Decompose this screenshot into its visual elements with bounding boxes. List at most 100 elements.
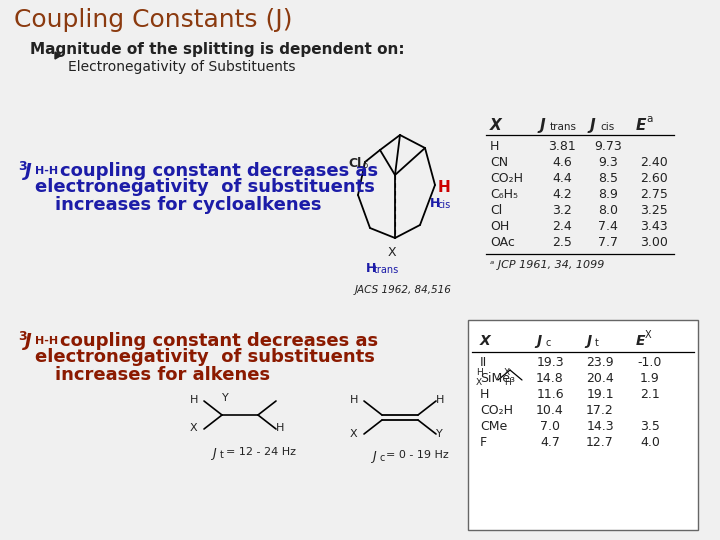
Text: 2.75: 2.75 [640,188,668,201]
Text: 2.1: 2.1 [640,388,660,401]
Text: 19.1: 19.1 [586,388,614,401]
Text: H: H [430,197,441,210]
Text: E: E [636,118,647,133]
Text: 14.8: 14.8 [536,372,564,385]
Text: 8.9: 8.9 [598,188,618,201]
Text: CN: CN [490,156,508,169]
Text: 3.00: 3.00 [640,236,668,249]
Text: H: H [480,388,490,401]
Text: 20.4: 20.4 [586,372,614,385]
Text: 2.4: 2.4 [552,220,572,233]
Text: trans: trans [374,265,400,275]
Text: 6: 6 [362,161,367,170]
Text: 9.73: 9.73 [594,140,622,153]
Text: 2.40: 2.40 [640,156,668,169]
Text: coupling constant decreases as: coupling constant decreases as [60,332,378,350]
Text: c: c [380,453,385,463]
Text: X: X [190,423,197,433]
Text: 12.7: 12.7 [586,436,614,449]
Text: J: J [212,447,216,460]
Text: 3.43: 3.43 [640,220,668,233]
Text: H-H: H-H [35,336,58,346]
Text: 14.3: 14.3 [586,420,614,433]
Text: 23.9: 23.9 [586,356,614,369]
Text: H: H [504,378,510,387]
Text: Y: Y [222,393,229,403]
Text: X: X [490,118,502,133]
Text: H: H [476,368,482,377]
Text: 4.2: 4.2 [552,188,572,201]
Text: increases for cycloalkenes: increases for cycloalkenes [55,196,322,214]
Text: J: J [586,334,591,348]
Text: 4.4: 4.4 [552,172,572,185]
Text: J: J [590,118,595,133]
Text: 7.0: 7.0 [540,420,560,433]
Text: CO₂H: CO₂H [480,404,513,417]
Text: electronegativity  of substituents: electronegativity of substituents [35,348,375,366]
Text: J: J [540,118,546,133]
Text: t: t [595,338,599,348]
Text: trans: trans [550,122,577,132]
Text: = 0 - 19 Hz: = 0 - 19 Hz [386,450,449,460]
Text: C₆H₅: C₆H₅ [490,188,518,201]
Text: 4.6: 4.6 [552,156,572,169]
Text: 3: 3 [18,160,27,173]
Text: a: a [646,114,652,124]
Text: SiMe₃: SiMe₃ [480,372,515,385]
Text: JACS 1962, 84,516: JACS 1962, 84,516 [355,285,452,295]
Text: H: H [366,262,377,275]
Text: H: H [490,140,500,153]
Text: -1.0: -1.0 [638,356,662,369]
Text: 7.7: 7.7 [598,236,618,249]
Text: H-H: H-H [35,166,58,176]
Text: CO₂H: CO₂H [490,172,523,185]
Text: X: X [480,334,491,348]
Text: 8.0: 8.0 [598,204,618,217]
Text: cis: cis [438,200,451,210]
Text: X: X [476,378,482,387]
Text: CMe: CMe [480,420,508,433]
Text: Cl: Cl [348,157,361,170]
Text: H: H [350,395,359,405]
Text: coupling constant decreases as: coupling constant decreases as [60,162,378,180]
Text: II: II [480,356,487,369]
Text: t: t [220,450,224,460]
Text: 7.4: 7.4 [598,220,618,233]
Text: 10.4: 10.4 [536,404,564,417]
Text: 3.25: 3.25 [640,204,668,217]
Bar [468,320,698,530]
Text: OH: OH [490,220,509,233]
Text: 2.5: 2.5 [552,236,572,249]
Text: 8.5: 8.5 [598,172,618,185]
Text: 3.5: 3.5 [640,420,660,433]
Text: increases for alkenes: increases for alkenes [55,366,270,384]
Text: 17.2: 17.2 [586,404,614,417]
Text: c: c [545,338,550,348]
Text: 19.3: 19.3 [536,356,564,369]
Text: Magnitude of the splitting is dependent on:: Magnitude of the splitting is dependent … [30,42,405,57]
Text: J: J [25,162,32,180]
Text: Y: Y [436,429,443,439]
Text: 2.60: 2.60 [640,172,668,185]
Text: F: F [480,436,487,449]
Text: electronegativity  of substituents: electronegativity of substituents [35,178,375,196]
Text: Electronegativity of Substituents: Electronegativity of Substituents [68,60,295,74]
Text: OAc: OAc [490,236,515,249]
Text: H: H [436,395,444,405]
Text: J: J [25,332,32,350]
Polygon shape [55,52,61,59]
Text: 11.6: 11.6 [536,388,564,401]
Text: X: X [504,368,510,377]
Text: E: E [636,334,646,348]
Text: = 12 - 24 Hz: = 12 - 24 Hz [226,447,296,457]
Text: cis: cis [600,122,614,132]
Text: J: J [372,450,376,463]
Text: 1.9: 1.9 [640,372,660,385]
Text: Cl: Cl [490,204,503,217]
Text: H: H [276,423,284,433]
Text: H: H [190,395,199,405]
Text: 3: 3 [18,330,27,343]
Text: X: X [645,330,652,340]
Text: J: J [536,334,541,348]
Text: H: H [438,180,451,195]
